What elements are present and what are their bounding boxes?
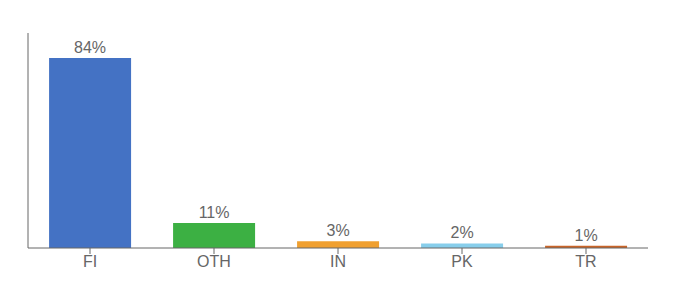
svg-text:PK: PK — [451, 253, 473, 270]
svg-text:1%: 1% — [575, 227, 598, 244]
svg-text:11%: 11% — [199, 204, 230, 221]
svg-text:3%: 3% — [327, 222, 350, 239]
svg-text:TR: TR — [575, 253, 596, 270]
svg-text:OTH: OTH — [197, 253, 231, 270]
svg-text:FI: FI — [83, 253, 97, 270]
svg-text:84%: 84% — [74, 39, 106, 56]
svg-text:IN: IN — [330, 253, 346, 270]
svg-text:2%: 2% — [451, 224, 474, 241]
